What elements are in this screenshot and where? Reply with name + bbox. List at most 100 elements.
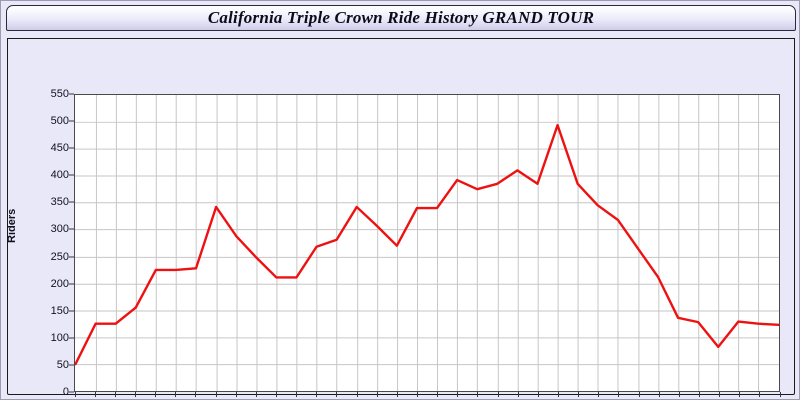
y-tick-label: 300 <box>50 223 69 236</box>
y-tick-label: 450 <box>50 142 69 155</box>
x-tick-mark <box>457 392 458 397</box>
page-title: California Triple Crown Ride History GRA… <box>207 8 595 27</box>
x-tick-label: 1999 <box>245 398 267 399</box>
x-tick-label: 1992 <box>104 398 126 399</box>
x-tick-label: 1998 <box>225 398 247 399</box>
y-axis-title: Riders <box>6 208 18 243</box>
y-tick-label: 0 <box>62 386 69 398</box>
y-tick-mark <box>69 310 74 312</box>
x-tick-label: 1991 <box>84 398 106 399</box>
y-tick-mark <box>69 337 74 339</box>
x-tick-label: 2001 <box>285 398 307 399</box>
x-tick-mark <box>236 392 237 397</box>
x-tick-mark <box>276 392 277 397</box>
x-tick-mark <box>175 392 176 397</box>
x-tick-label: 2006 <box>386 398 408 399</box>
x-tick-label: 2010 <box>466 398 488 399</box>
x-tick-mark <box>780 392 781 397</box>
x-axis-ticks: 1990199119921993199419951996199719981999… <box>63 392 791 399</box>
x-tick-label: 2024 <box>748 398 770 399</box>
x-tick-mark <box>417 392 418 397</box>
y-tick-mark <box>69 174 74 176</box>
x-tick-mark <box>518 392 519 397</box>
x-tick-mark <box>618 392 619 397</box>
y-tick-label: 200 <box>50 277 69 290</box>
x-tick-label: 1996 <box>184 398 206 399</box>
y-tick-label: 100 <box>50 331 69 344</box>
y-tick-mark <box>69 228 74 230</box>
x-tick-label: 2004 <box>345 398 367 399</box>
window-title-bar: California Triple Crown Ride History GRA… <box>6 5 796 31</box>
y-tick-mark <box>69 147 74 149</box>
x-tick-label: 2015 <box>567 398 589 399</box>
x-tick-label: 2007 <box>406 398 428 399</box>
x-tick-label: 2008 <box>426 398 448 399</box>
y-tick-mark <box>69 120 74 122</box>
x-tick-mark <box>639 392 640 397</box>
x-tick-label: 2013 <box>527 398 549 399</box>
y-tick-label: 400 <box>50 169 69 182</box>
grid-lines <box>75 95 779 391</box>
x-tick-label: 2005 <box>366 398 388 399</box>
x-tick-label: 1994 <box>144 398 166 399</box>
y-axis-ticks: 0 50 100 150 200 250 300 350 400 450 500 550 <box>28 88 74 398</box>
y-tick-label: 150 <box>50 304 69 317</box>
y-tick-mark <box>69 391 74 393</box>
x-tick-mark <box>336 392 337 397</box>
x-tick-label: 1993 <box>124 398 146 399</box>
y-tick-mark <box>69 283 74 285</box>
x-tick-mark <box>659 392 660 397</box>
x-tick-label: 1997 <box>204 398 226 399</box>
x-tick-label: 2019 <box>648 398 670 399</box>
plot-area <box>74 94 780 392</box>
x-tick-label: 2011 <box>487 398 509 399</box>
x-tick-mark <box>256 392 257 397</box>
x-tick-mark <box>75 392 76 397</box>
x-tick-label: 2020 <box>668 398 690 399</box>
x-tick-label: 2017 <box>607 398 629 399</box>
x-tick-mark <box>377 392 378 397</box>
x-tick-mark <box>699 392 700 397</box>
x-tick-mark <box>598 392 599 397</box>
x-tick-label: 2022 <box>708 398 730 399</box>
y-tick-mark <box>69 364 74 366</box>
x-tick-label: 2014 <box>547 398 569 399</box>
x-tick-mark <box>437 392 438 397</box>
x-tick-mark <box>95 392 96 397</box>
x-tick-label: 2023 <box>728 398 750 399</box>
x-tick-mark <box>558 392 559 397</box>
x-tick-mark <box>759 392 760 397</box>
y-tick-mark <box>69 93 74 95</box>
x-tick-label: 2016 <box>587 398 609 399</box>
x-tick-mark <box>719 392 720 397</box>
x-tick-mark <box>195 392 196 397</box>
x-tick-mark <box>296 392 297 397</box>
riders-line-series <box>75 123 779 366</box>
x-tick-mark <box>477 392 478 397</box>
x-tick-label: 1995 <box>164 398 186 399</box>
chart-panel: Riders 0 50 100 150 200 250 300 350 400 450 500 550… <box>6 38 795 399</box>
x-tick-label: 2003 <box>325 398 347 399</box>
y-tick-label: 500 <box>50 115 69 128</box>
x-tick-label: 2009 <box>446 398 468 399</box>
x-tick-label: 1990 <box>63 398 85 399</box>
x-tick-mark <box>679 392 680 397</box>
x-tick-mark <box>316 392 317 397</box>
x-tick-mark <box>115 392 116 397</box>
y-tick-label: 550 <box>50 88 69 100</box>
x-tick-label: 2012 <box>507 398 529 399</box>
x-tick-mark <box>135 392 136 397</box>
x-tick-mark <box>498 392 499 397</box>
x-tick-label: 2021 <box>688 398 710 399</box>
x-tick-mark <box>357 392 358 397</box>
y-tick-mark <box>69 256 74 258</box>
x-tick-mark <box>155 392 156 397</box>
y-tick-label: 350 <box>50 196 69 209</box>
y-tick-label: 50 <box>56 358 69 371</box>
x-tick-mark <box>578 392 579 397</box>
x-tick-mark <box>397 392 398 397</box>
x-tick-mark <box>538 392 539 397</box>
x-tick-mark <box>216 392 217 397</box>
x-tick-label: 2018 <box>627 398 649 399</box>
